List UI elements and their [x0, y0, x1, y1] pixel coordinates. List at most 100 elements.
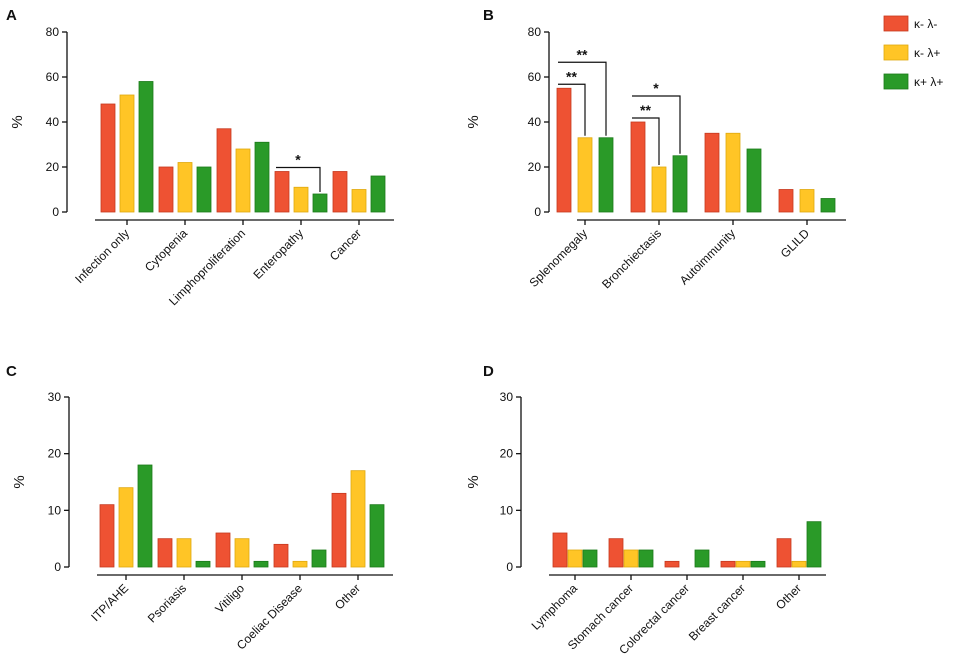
bar: [350, 470, 366, 568]
y-tick-label: 40: [46, 115, 60, 129]
significance-bracket: [632, 117, 660, 165]
y-tick-label: 60: [46, 70, 60, 84]
bar: [234, 538, 250, 568]
significance-label: *: [653, 80, 659, 96]
category-label: ITP/AHE: [88, 581, 131, 624]
y-axis-label: %: [11, 475, 28, 488]
bar: [177, 162, 193, 213]
bar: [176, 538, 192, 568]
category-label: Lymphoma: [529, 581, 581, 633]
bar: [332, 171, 348, 213]
significance-label: **: [577, 46, 588, 62]
bar: [312, 193, 328, 213]
legend-swatch: [883, 44, 909, 61]
legend-swatch: [883, 15, 909, 32]
y-tick-label: 0: [54, 560, 61, 574]
bar: [138, 81, 154, 213]
bar: [820, 198, 836, 213]
significance-bracket: [632, 95, 681, 154]
y-tick-label: 0: [534, 205, 541, 219]
bar: [552, 532, 568, 568]
category-label: Cancer: [327, 226, 364, 263]
category-label: Enteropathy: [250, 226, 306, 282]
bar: [704, 132, 720, 213]
bar: [100, 103, 116, 213]
significance-bracket: [558, 61, 607, 136]
bar: [331, 492, 347, 568]
bar: [370, 175, 386, 213]
legend-label: κ- λ-: [914, 17, 937, 31]
legend-swatch: [883, 73, 909, 90]
category-label: Autoimmunity: [677, 226, 738, 287]
bar: [791, 560, 807, 568]
bar: [216, 128, 232, 213]
bar: [215, 532, 231, 568]
significance-bracket: [276, 166, 321, 192]
bar: [582, 549, 598, 568]
bar: [556, 87, 572, 213]
legend-label: κ- λ+: [914, 46, 940, 60]
bar: [746, 148, 762, 213]
panel-letter: A: [6, 7, 17, 24]
bar: [351, 189, 367, 213]
y-axis-label: %: [465, 475, 482, 488]
bar: [99, 504, 115, 568]
bar: [630, 121, 646, 213]
category-label: Vitiligo: [212, 581, 247, 616]
category-label: Other: [773, 581, 804, 612]
bar: [725, 132, 741, 213]
y-axis-label: %: [9, 115, 26, 128]
y-tick-label: 10: [48, 503, 62, 517]
category-label: Bronchiectasis: [599, 226, 664, 291]
category-label: Psoriasis: [145, 581, 189, 625]
category-label: Splenomegaly: [526, 226, 590, 290]
bar: [235, 148, 251, 213]
bar: [567, 549, 583, 568]
bar: [598, 137, 614, 213]
bar: [806, 521, 822, 568]
significance-bracket: [558, 83, 586, 136]
bar: [273, 543, 289, 568]
bar: [651, 166, 667, 213]
category-label: Infection only: [72, 226, 132, 286]
category-label: GLILD: [778, 226, 813, 261]
panel-letter: B: [483, 7, 494, 24]
bar: [274, 171, 290, 213]
bar: [735, 560, 751, 568]
y-tick-label: 40: [528, 115, 542, 129]
bar: [799, 189, 815, 213]
y-tick-label: 60: [528, 70, 542, 84]
bar: [293, 186, 309, 213]
bar: [577, 137, 593, 213]
bar: [158, 166, 174, 213]
y-tick-label: 30: [500, 390, 514, 404]
bar: [119, 94, 135, 213]
bar: [195, 560, 211, 568]
bar: [137, 464, 153, 568]
category-label: Other: [332, 581, 363, 612]
bar: [254, 141, 270, 213]
bar: [292, 560, 308, 568]
significance-label: *: [295, 152, 301, 168]
y-tick-label: 80: [528, 25, 542, 39]
significance-label: **: [566, 68, 577, 84]
bar: [664, 560, 680, 568]
y-tick-label: 30: [48, 390, 62, 404]
category-label: Breast cancer: [686, 581, 748, 643]
chart-panel-b: B% 0 20 40 60 80 Splenomegaly Bronchiectasis Aut…: [465, 7, 846, 291]
bar: [118, 487, 134, 568]
y-tick-label: 20: [46, 160, 60, 174]
y-tick-label: 80: [46, 25, 60, 39]
legend: κ- λ-κ- λ+ κ+ λ+: [883, 15, 943, 90]
bar: [369, 504, 385, 568]
panel-letter: C: [6, 363, 17, 380]
bar: [196, 166, 212, 213]
bar: [776, 538, 792, 568]
legend-label: κ+ λ+: [914, 75, 943, 89]
y-tick-label: 0: [506, 560, 513, 574]
bar: [311, 549, 327, 568]
bar: [750, 560, 766, 568]
